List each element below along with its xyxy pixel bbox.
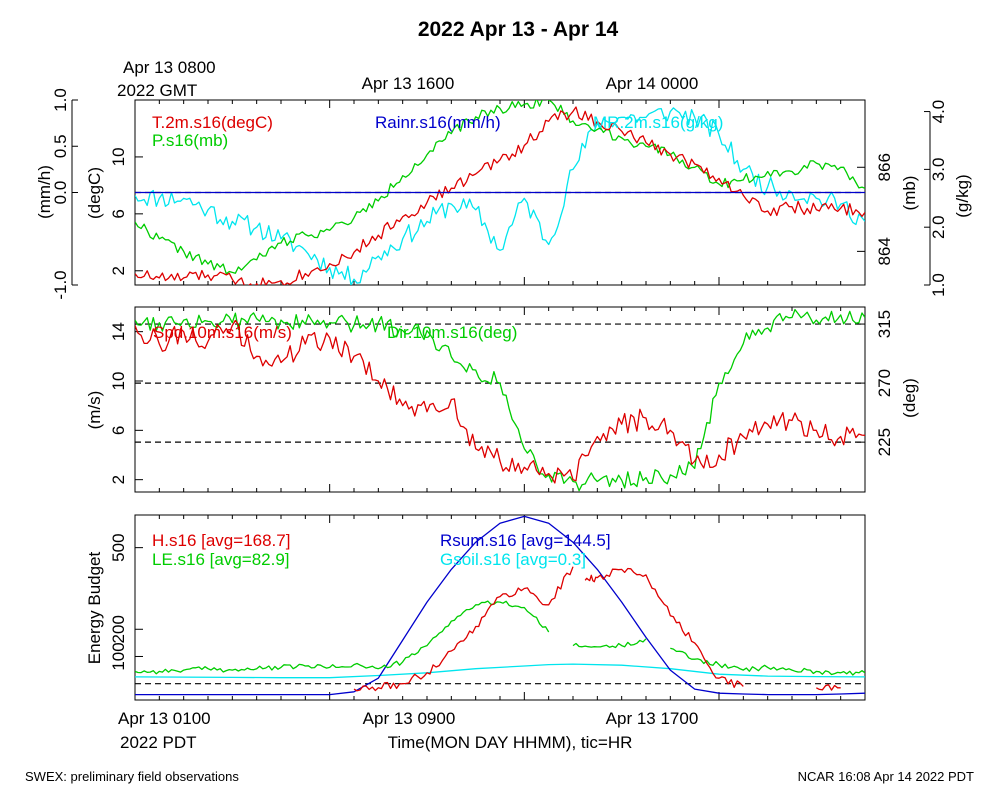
soil-heat-flux-line (135, 663, 865, 679)
top-right-outer-axis-label: (g/kg) (953, 174, 972, 217)
energy-axis-tick-label: 100 (109, 642, 128, 670)
latent-heat-line (135, 600, 865, 676)
energy-axis-tick-label: 200 (109, 615, 128, 643)
energy-axis-tick-label: 500 (109, 533, 128, 561)
mr-axis-tick-label: 3.0 (929, 158, 948, 182)
temp-axis-tick-label: 2 (109, 266, 128, 275)
legend-soil-heat-flux: Gsoil.s16 [avg=0.3] (440, 550, 586, 569)
temp-axis-tick-label: 6 (109, 209, 128, 218)
legend-latent-heat: LE.s16 [avg=82.9] (152, 550, 290, 569)
mr-axis-tick-label: 4.0 (929, 100, 948, 124)
legend-sensible-heat: H.s16 [avg=168.7] (152, 531, 290, 550)
middle-left-axis-label: (m/s) (85, 391, 104, 430)
legend-temperature: T.2m.s16(degC) (152, 113, 273, 132)
legend-wind-speed: Spd.10m.s16(m/s) (153, 323, 292, 342)
bottom-left-axis-label: Energy Budget (85, 551, 104, 664)
x-axis-label: Time(MON DAY HHMM), tic=HR (388, 733, 633, 752)
pdt-mid-label: Apr 13 0900 (363, 709, 456, 728)
temperature-line (135, 106, 865, 285)
direction-axis-tick-label: 315 (875, 310, 894, 338)
legend-pressure: P.s16(mb) (152, 131, 228, 150)
chart-title: 2022 Apr 13 - Apr 14 (418, 18, 619, 41)
pressure-axis-tick-label: 864 (875, 237, 894, 265)
rain-axis-tick-label: -1.0 (51, 270, 70, 299)
rain-axis-tick-label: 0.0 (51, 181, 70, 205)
mixing-ratio-line (135, 107, 865, 285)
direction-axis-tick-label: 270 (875, 369, 894, 397)
pdt-last-label: Apr 13 1700 (606, 709, 699, 728)
speed-axis-tick-label: 14 (109, 322, 128, 341)
mr-axis-tick-label: 2.0 (929, 215, 948, 239)
footer-right: NCAR 16:08 Apr 14 2022 PDT (798, 769, 974, 784)
top-right-inner-axis-label: (mb) (900, 176, 919, 211)
pdt-first-label-line1: Apr 13 0100 (118, 709, 211, 728)
legend-wind-direction: Dir.10m.s16(deg) (387, 323, 517, 342)
gmt-first-label-line2: 2022 GMT (117, 81, 197, 100)
rain-axis-tick-label: 0.5 (51, 134, 70, 158)
pressure-line (135, 100, 865, 275)
speed-axis-tick-label: 2 (109, 475, 128, 484)
legend-rain-rate: Rainr.s16(mm/h) (375, 113, 501, 132)
pressure-axis-tick-label: 866 (875, 153, 894, 181)
wind-direction-line (135, 308, 865, 492)
sensible-heat-line (353, 566, 841, 692)
gmt-mid-label: Apr 13 1600 (362, 74, 455, 93)
rain-axis-tick-label: 1.0 (51, 88, 70, 112)
wind-speed-line (135, 319, 865, 484)
legend-mixing-ratio: MR.2m.s16(g/kg) (593, 113, 723, 132)
footer-left: SWEX: preliminary field observations (25, 769, 239, 784)
mr-axis-tick-label: 1.0 (929, 273, 948, 297)
legend-net-radiation: Rsum.s16 [avg=144.5] (440, 531, 611, 550)
middle-right-axis-label: (deg) (900, 378, 919, 418)
speed-axis-tick-label: 10 (109, 372, 128, 391)
top-left-outer-axis-label: (mm/h) (35, 165, 54, 219)
pdt-first-label-line2: 2022 PDT (120, 733, 197, 752)
gmt-first-label-line1: Apr 13 0800 (123, 58, 216, 77)
temp-axis-tick-label: 10 (109, 147, 128, 166)
gmt-last-label: Apr 14 0000 (606, 74, 699, 93)
direction-axis-tick-label: 225 (875, 428, 894, 456)
speed-axis-tick-label: 6 (109, 426, 128, 435)
net-radiation-line (135, 515, 865, 696)
top-left-inner-axis-label: (degC) (85, 167, 104, 219)
